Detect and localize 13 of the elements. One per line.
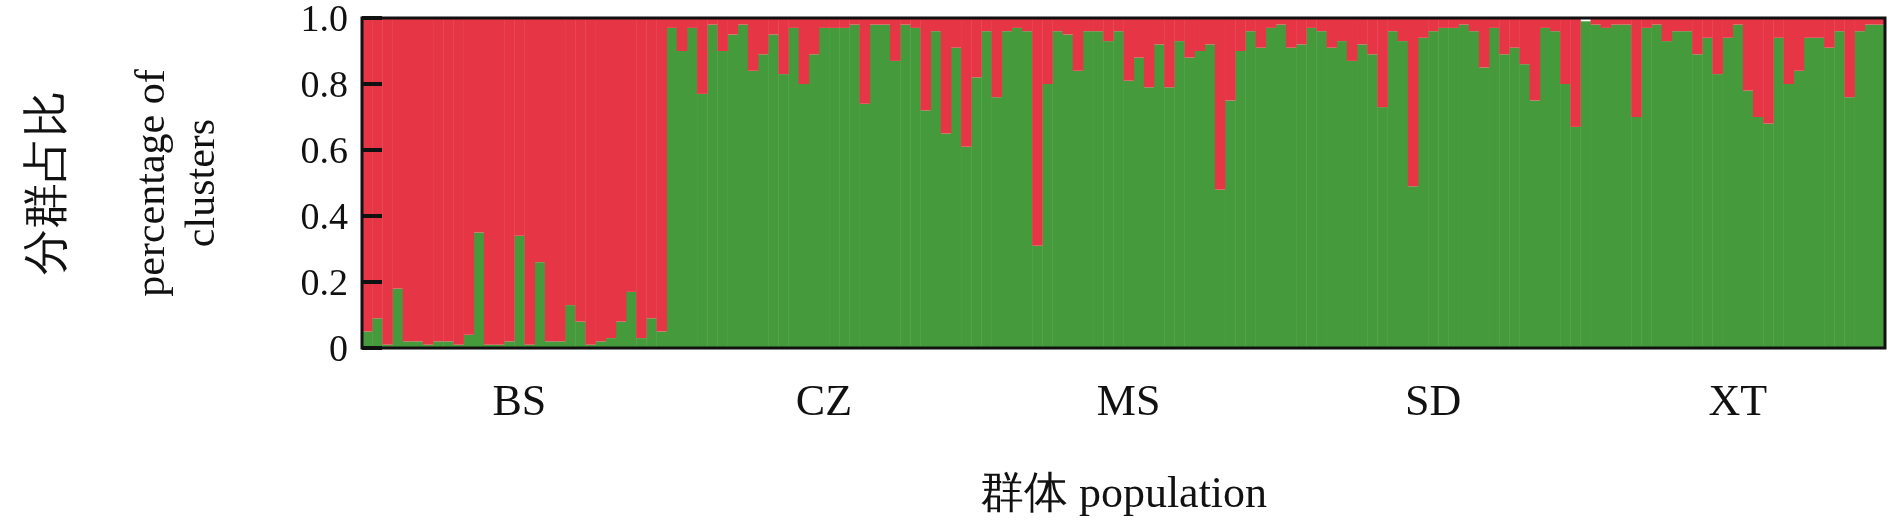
x-tick-label: XT xyxy=(1708,375,1768,425)
x-tick-label: SD xyxy=(1405,375,1462,425)
y-tick-label: 0.4 xyxy=(300,195,348,237)
x-axis-title: 群体 population xyxy=(979,467,1268,517)
y-tick-label: 0 xyxy=(329,327,348,369)
y-tick-label: 0.2 xyxy=(300,261,348,303)
text: 分群占比 percentage of clusters xyxy=(19,69,223,297)
y-tick-label: 0.8 xyxy=(300,63,348,105)
y-tick-label: 0.6 xyxy=(300,129,348,171)
x-tick-label: MS xyxy=(1096,375,1161,425)
x-tick-label: BS xyxy=(492,375,547,425)
y-tick-label: 1.0 xyxy=(300,0,348,39)
x-tick-label: CZ xyxy=(795,375,853,425)
